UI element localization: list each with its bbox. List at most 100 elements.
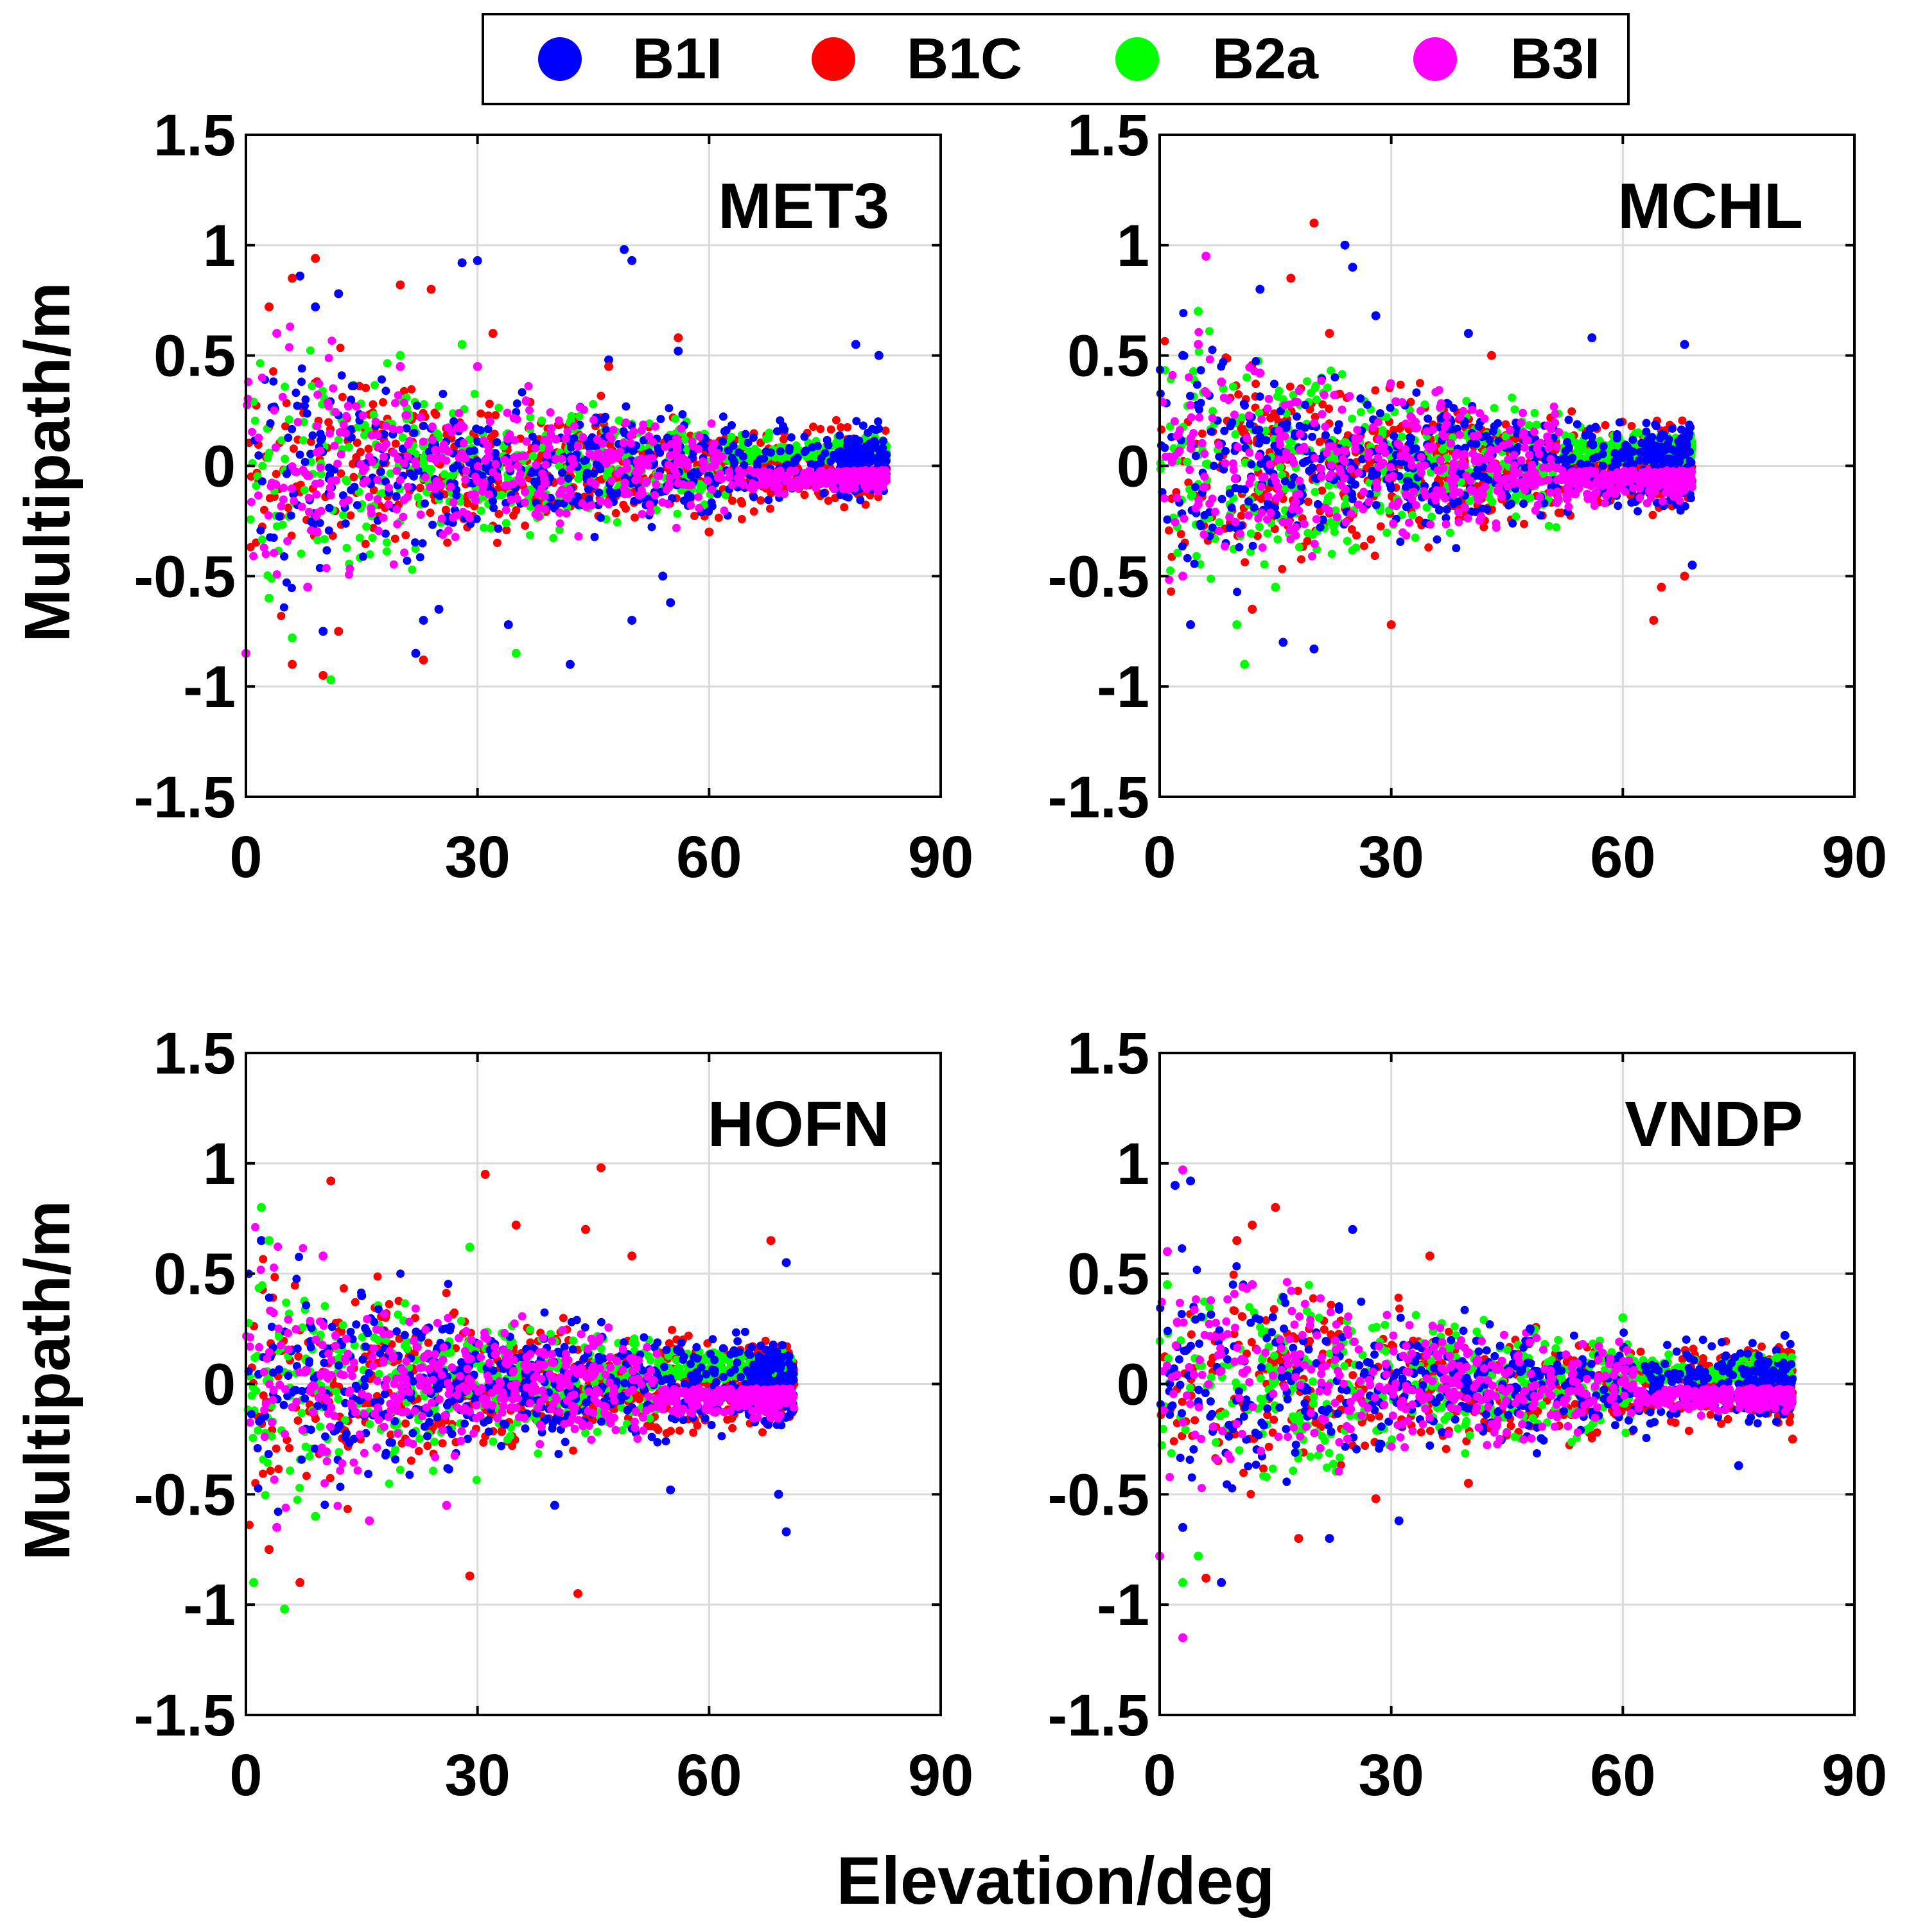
scatter-point-b2a: [434, 401, 443, 410]
y-tick-label: -0.5: [134, 544, 236, 609]
scatter-point-b3i: [392, 505, 401, 514]
scatter-point-b1c: [281, 422, 290, 431]
scatter-point-b3i: [725, 467, 733, 476]
scatter-point-b2a: [1276, 463, 1285, 472]
data-point-b1i: [295, 271, 305, 281]
scatter-point-b3i: [388, 424, 397, 433]
scatter-point-b1i: [284, 433, 293, 442]
scatter-point-b3i: [313, 422, 322, 431]
scatter-point-b3i: [313, 390, 322, 399]
scatter-point-b3i: [1440, 422, 1449, 431]
scatter-point-b1c: [1241, 558, 1250, 567]
scatter-point-b2a: [246, 515, 255, 524]
scatter-point-b1i: [1644, 455, 1653, 464]
scatter-point-b1i: [735, 448, 744, 457]
scatter-point-b2a: [501, 519, 510, 528]
scatter-point-b3i: [546, 430, 555, 439]
scatter-point-b3i: [1200, 449, 1209, 458]
scatter-point-b2a: [575, 412, 584, 421]
scatter-point-b3i: [1244, 511, 1253, 520]
scatter-point-b1i: [837, 450, 846, 459]
scatter-point-b3i: [301, 469, 309, 478]
scatter-point-b3i: [1332, 512, 1341, 521]
scatter-point-b3i: [541, 479, 550, 488]
scatter-point-b3i: [1160, 494, 1169, 503]
scatter-point-b1i: [266, 533, 275, 542]
scatter-point-b2a: [313, 535, 322, 544]
scatter-point-b3i: [403, 482, 412, 491]
scatter-point-b3i: [1199, 530, 1208, 539]
scatter-point-b3i: [461, 475, 470, 484]
scatter-point-b3i: [396, 476, 405, 485]
data-point-b1c: [334, 627, 344, 636]
scatter-point-b3i: [686, 481, 695, 490]
scatter-point-b1i: [1196, 366, 1205, 375]
scatter-point-b1i: [1192, 380, 1201, 389]
scatter-point-b1c: [364, 444, 373, 453]
scatter-point-b1i: [1179, 309, 1188, 318]
scatter-point-b1c: [1601, 421, 1610, 430]
scatter-point-b1i: [1208, 345, 1217, 354]
scatter-point-b3i: [389, 560, 398, 569]
scatter-point-b1i: [353, 501, 362, 510]
x-axis-label: Elevation/deg: [837, 1843, 1275, 1919]
scatter-point-b3i: [344, 402, 353, 411]
legend-marker-b1i: [538, 37, 582, 81]
scatter-point-b3i: [249, 552, 258, 561]
scatter-point-b1i: [665, 404, 674, 413]
scatter-point-b3i: [694, 492, 703, 501]
scatter-point-b1i: [1671, 457, 1680, 466]
data-point-b1i: [419, 616, 428, 625]
scatter-point-b2a: [419, 400, 428, 408]
scatter-point-b3i: [515, 452, 524, 461]
scatter-point-b2a: [1488, 498, 1497, 507]
scatter-point-b1c: [431, 410, 440, 419]
scatter-point-b2a: [1207, 574, 1216, 583]
scatter-point-b3i: [1420, 461, 1429, 470]
scatter-point-b1c: [246, 543, 255, 552]
scatter-point-b1i: [1363, 400, 1372, 409]
scatter-point-b2a: [1205, 327, 1214, 336]
scatter-point-b1i: [275, 512, 284, 521]
scatter-point-b2a: [1307, 388, 1316, 397]
scatter-point-b3i: [1422, 427, 1431, 436]
scatter-point-b1i: [1183, 553, 1192, 562]
station-title: MET3: [718, 170, 889, 242]
scatter-point-b3i: [264, 511, 273, 520]
scatter-point-b3i: [479, 436, 488, 445]
scatter-point-b1i: [708, 501, 717, 510]
y-tick-label: 1.5: [153, 103, 236, 168]
data-point-b1i: [851, 340, 860, 349]
scatter-point-b1c: [1165, 526, 1173, 535]
scatter-point-b1c: [1303, 498, 1312, 506]
y-axis-label-bottom: Multipath/m: [12, 1200, 83, 1560]
scatter-point-b2a: [1382, 528, 1391, 537]
scatter-point-b1c: [832, 415, 841, 424]
scatter-point-b2a: [281, 455, 290, 464]
scatter-point-b3i: [505, 430, 514, 439]
scatter-point-b3i: [393, 519, 402, 528]
scatter-point-b1i: [1255, 425, 1264, 434]
scatter-point-b1i: [722, 426, 731, 435]
scatter-point-b1i: [1280, 477, 1289, 485]
scatter-point-b3i: [452, 511, 461, 520]
scatter-point-b3i: [1258, 543, 1267, 552]
scatter-point-b3i: [851, 478, 860, 487]
scatter-point-b1c: [1366, 535, 1375, 544]
scatter-point-b1i: [376, 467, 385, 476]
scatter-point-b1c: [737, 515, 746, 523]
scatter-point-b1i: [325, 464, 333, 472]
scatter-point-b1c: [391, 439, 400, 448]
scatter-point-b3i: [521, 396, 530, 405]
scatter-point-b2a: [494, 403, 503, 412]
scatter-point-b1i: [570, 434, 579, 443]
scatter-point-b1i: [1472, 439, 1481, 448]
scatter-point-b1i: [402, 424, 411, 433]
scatter-point-b3i: [247, 498, 256, 507]
scatter-point-b2a: [1183, 457, 1192, 466]
scatter-point-b2a: [368, 534, 377, 543]
scatter-point-b3i: [1170, 417, 1179, 426]
scatter-point-b1c: [1278, 564, 1287, 573]
scatter-point-b3i: [586, 477, 595, 486]
